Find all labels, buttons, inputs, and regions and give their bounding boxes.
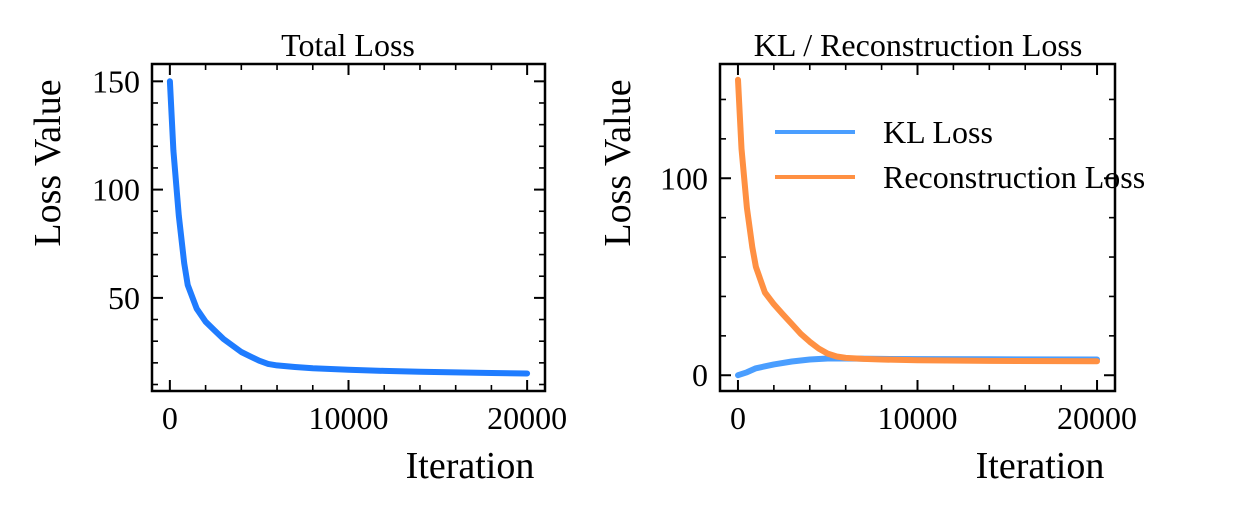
y-tick-label: 50: [108, 280, 140, 316]
legend-label: Reconstruction Loss: [883, 159, 1145, 195]
x-tick-label: 20000: [1057, 400, 1137, 436]
x-tick-label: 20000: [487, 400, 567, 436]
y-axis-label: Loss Value: [597, 79, 639, 246]
series-line-0: [166, 78, 531, 377]
chart-title: Total Loss: [281, 27, 415, 63]
chart-title: KL / Reconstruction Loss: [754, 27, 1083, 63]
x-tick-label: 0: [730, 400, 746, 436]
x-tick-label: 0: [162, 400, 178, 436]
plot-frame: [718, 62, 1117, 393]
x-axis-label: Iteration: [406, 445, 535, 487]
x-tick-label: 10000: [309, 400, 389, 436]
series-line-reconstruction-loss: [735, 76, 1100, 365]
plot-frame: [150, 62, 547, 393]
y-axis-label: Loss Value: [27, 79, 69, 246]
legend-label: KL Loss: [883, 114, 993, 150]
legend: KL Loss Reconstruction Loss: [775, 114, 1145, 195]
total-loss-panel: Total Loss Iteration Loss Value 0 10000 20…: [27, 27, 567, 487]
y-tick-label: 100: [660, 160, 708, 196]
kl-recon-loss-panel: KL / Reconstruction Loss Iteration Loss …: [597, 27, 1145, 487]
y-tick-label: 150: [92, 63, 140, 99]
x-axis-label: Iteration: [976, 445, 1105, 487]
y-tick-label: 100: [92, 172, 140, 208]
x-tick-label: 10000: [878, 400, 958, 436]
y-tick-label: 0: [692, 357, 708, 393]
